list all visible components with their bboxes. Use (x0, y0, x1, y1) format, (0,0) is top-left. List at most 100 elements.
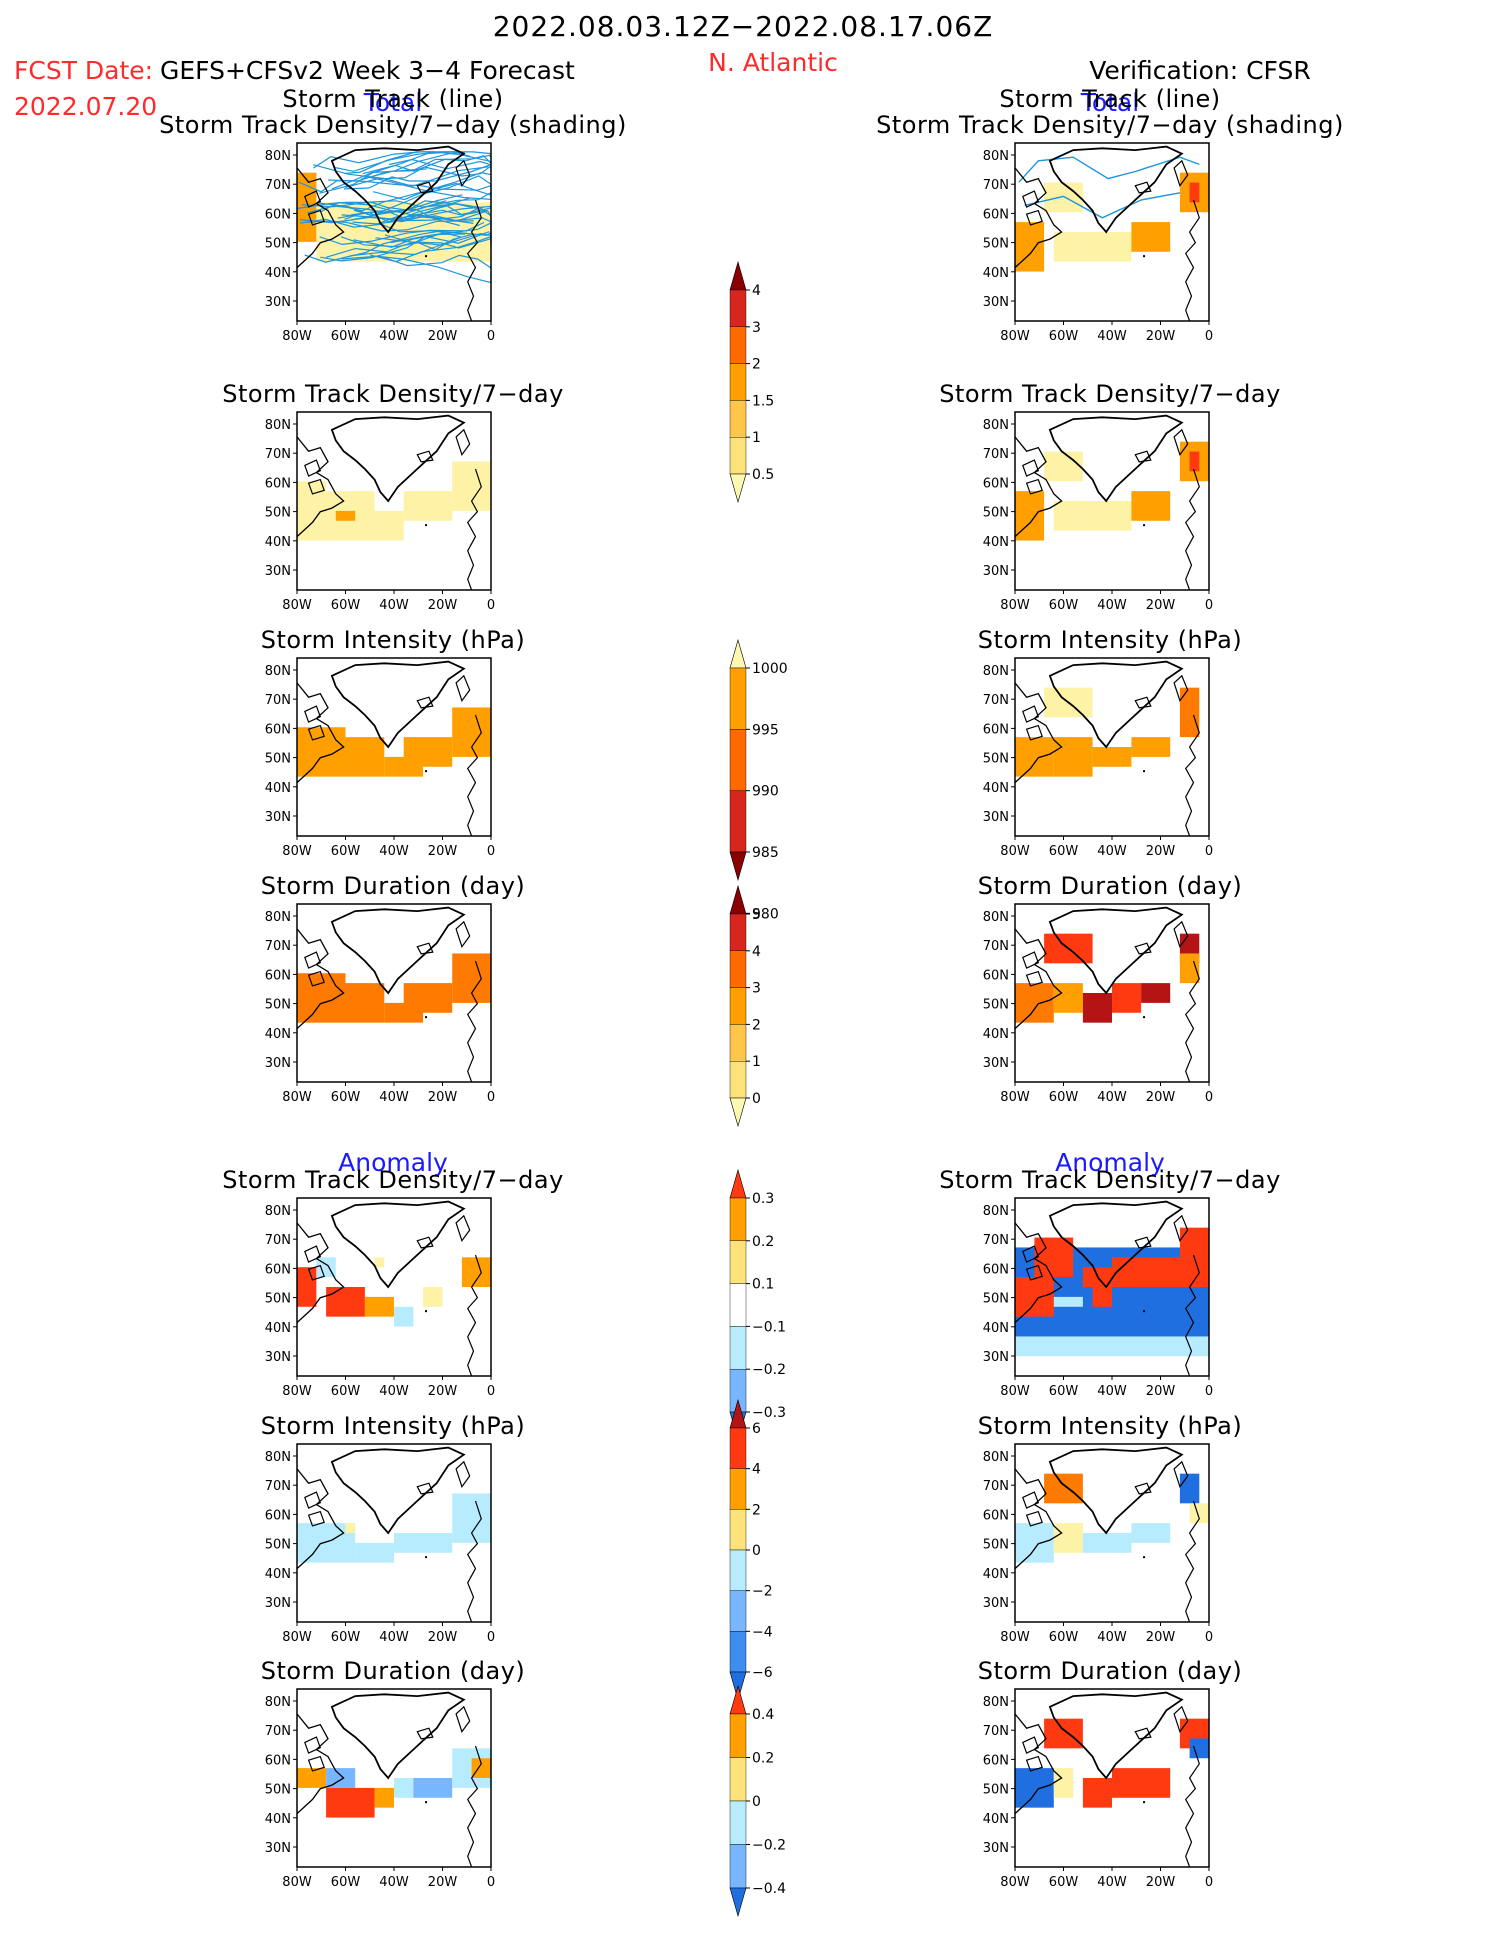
map-panel-verif-5: 80N 70N 60N 50N 40N 30N 80W 60W 40W 20W 0 (983, 1443, 1213, 1645)
panel-title: Storm Intensity (hPa) (260, 626, 526, 654)
map-panel-verif-1: 80N 70N 60N 50N 40N 30N 80W 60W 40W 20W 0 (983, 411, 1213, 613)
shade-cell (1189, 451, 1200, 472)
shade-cell (1034, 1237, 1074, 1278)
shade-cell (1112, 1768, 1171, 1798)
colorbar-duration-anom: 0.4 0.2 0 −0.2 −0.4 (729, 1684, 786, 1918)
shade-cell (335, 510, 356, 521)
lat-tick-label: 80N (983, 149, 1009, 164)
colorbar-label: 0 (752, 1543, 761, 1559)
shade-cell (394, 1306, 414, 1327)
lat-tick-label: 40N (983, 1812, 1009, 1827)
lat-tick-label: 80N (265, 1695, 291, 1710)
lat-tick-label: 50N (983, 998, 1009, 1013)
shade-cell (1179, 953, 1200, 984)
lon-tick-label: 20W (428, 1630, 458, 1645)
shade-cell (1053, 1296, 1083, 1307)
shade-cell (1082, 993, 1112, 1023)
lat-tick-label: 70N (265, 1479, 291, 1494)
lat-tick-label: 70N (983, 178, 1009, 193)
map-panel-verif-2: 80N 70N 60N 50N 40N 30N 80W 60W 40W 20W 0 (983, 657, 1213, 859)
shade-cell (452, 461, 491, 511)
lon-tick-label: 0 (487, 598, 495, 613)
colorbar-label: −0.2 (752, 1838, 786, 1854)
colorbar-segment (729, 1713, 747, 1758)
lon-tick-label: 60W (1049, 1090, 1079, 1105)
lon-tick-label: 0 (1205, 1090, 1213, 1105)
lon-tick-label: 60W (331, 329, 361, 344)
shade-cell (1044, 1473, 1083, 1504)
lon-tick-label: 0 (1205, 329, 1213, 344)
lon-tick-label: 20W (428, 1090, 458, 1105)
lon-tick-label: 80W (282, 598, 312, 613)
lat-tick-label: 60N (983, 1753, 1009, 1768)
lat-tick-label: 40N (983, 1027, 1009, 1042)
lon-tick-label: 80W (1000, 1090, 1030, 1105)
shade-cell (374, 510, 404, 541)
colorbar-label: 980 (752, 906, 779, 922)
map-panel-fcst-5: 80N 70N 60N 50N 40N 30N 80W 60W 40W 20W 0 (265, 1443, 495, 1645)
colorbar-label: −4 (752, 1624, 773, 1640)
verification-label: Verification: CFSR (1089, 56, 1311, 85)
colorbar-label: 0 (752, 1091, 761, 1107)
map-panel-fcst-0: 80N 70N 60N 50N 40N 30N 80W 60W 40W 20W 0 (265, 142, 495, 344)
panel-title: Storm Duration (day) (260, 1657, 526, 1685)
storm-track-line (334, 151, 492, 172)
lon-tick-label: 40W (379, 598, 409, 613)
colorbar-label: 0.4 (752, 1707, 774, 1723)
storm-track-line (343, 164, 492, 190)
lon-tick-label: 20W (1146, 598, 1176, 613)
lat-tick-label: 70N (983, 447, 1009, 462)
colorbar-label: 2 (752, 357, 761, 373)
lon-tick-label: 40W (379, 1090, 409, 1105)
colorbar-label: 4 (752, 944, 761, 960)
colorbar-label: 1 (752, 1054, 761, 1070)
lon-tick-label: 80W (1000, 1875, 1030, 1890)
lat-tick-label: 80N (983, 664, 1009, 679)
shade-cell (1179, 1227, 1209, 1258)
lat-tick-label: 80N (265, 1450, 291, 1465)
colorbar-label: −0.1 (752, 1319, 786, 1335)
colorbar-density-total: 4 3 2 1.5 1 0.5 (729, 260, 774, 504)
lon-tick-label: 80W (282, 1875, 312, 1890)
lat-tick-label: 30N (265, 564, 291, 579)
lon-tick-label: 0 (1205, 1384, 1213, 1399)
lon-tick-label: 0 (1205, 844, 1213, 859)
lat-tick-label: 40N (265, 1812, 291, 1827)
lon-tick-label: 60W (331, 1875, 361, 1890)
lon-tick-label: 40W (1097, 1090, 1127, 1105)
lon-tick-label: 60W (1049, 1630, 1079, 1645)
lon-tick-label: 80W (1000, 598, 1030, 613)
colorbar-label: 990 (752, 784, 779, 800)
lat-tick-label: 30N (265, 1056, 291, 1071)
shade-cell (1015, 1768, 1054, 1808)
panel-title: Storm Intensity (hPa) (977, 1412, 1243, 1440)
shade-cell (1053, 1768, 1074, 1798)
shade-cell (1015, 1336, 1209, 1357)
lat-tick-label: 70N (983, 939, 1009, 954)
forecast-model-label: GEFS+CFSv2 Week 3−4 Forecast (160, 56, 575, 85)
storm-track-line (388, 158, 492, 171)
shade-cell (1082, 501, 1132, 531)
colorbar-label: 0.1 (752, 1277, 774, 1293)
colorbar-segment (729, 950, 747, 988)
colorbar-segment (729, 289, 747, 327)
lat-tick-label: 80N (983, 418, 1009, 433)
shade-cell (1053, 737, 1093, 777)
lon-tick-label: 40W (379, 1875, 409, 1890)
shade-cell (1189, 1738, 1209, 1759)
storm-track-line (348, 230, 462, 258)
storm-track-line (306, 220, 474, 232)
colorbar-label: 3 (752, 981, 761, 997)
colorbar-segment (729, 1757, 747, 1802)
lon-tick-label: 0 (487, 1384, 495, 1399)
storm-track-line (296, 200, 447, 212)
lon-tick-label: 80W (282, 1090, 312, 1105)
lat-tick-label: 50N (265, 1292, 291, 1307)
lon-tick-label: 40W (1097, 1875, 1127, 1890)
storm-track-line (331, 151, 467, 190)
colorbar-segment (729, 1427, 747, 1469)
shade-cell (1053, 983, 1083, 1013)
lat-tick-label: 70N (983, 1233, 1009, 1248)
lat-tick-label: 30N (265, 1841, 291, 1856)
lat-tick-label: 40N (983, 266, 1009, 281)
